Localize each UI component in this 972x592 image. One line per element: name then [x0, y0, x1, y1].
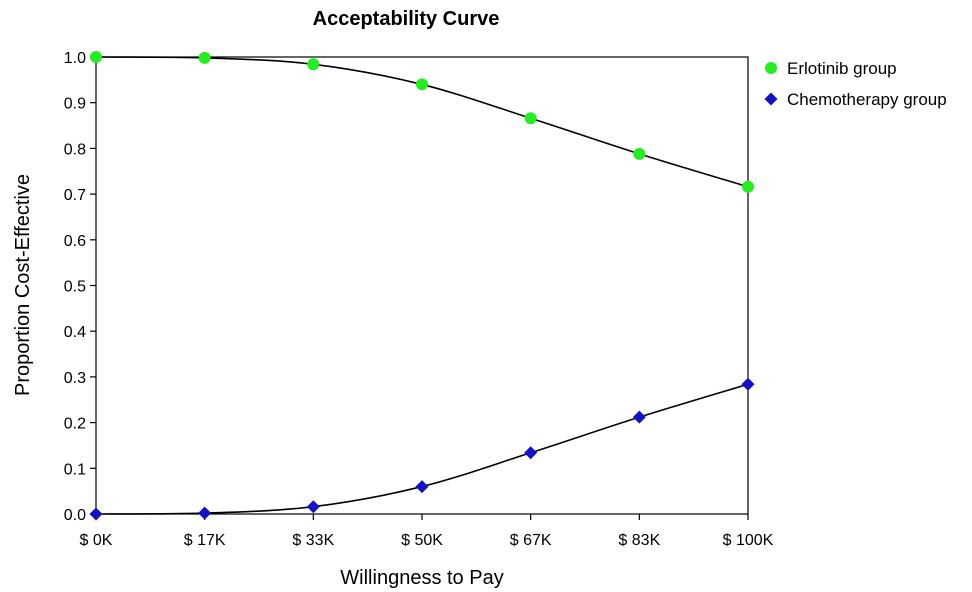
y-tick-label: 0.7	[64, 187, 86, 204]
y-tick-label: 0.5	[64, 279, 86, 296]
x-tick-label: $ 33K	[292, 532, 334, 549]
data-point-erlotinib-group	[633, 147, 646, 160]
y-axis-label: Proportion Cost-Effective	[12, 174, 34, 396]
x-tick-label: $ 17K	[184, 532, 226, 549]
y-tick-label: 0.0	[64, 507, 86, 524]
data-point-chemotherapy-group	[524, 446, 538, 460]
legend-item-chemotherapy-group: Chemotherapy group	[764, 90, 947, 109]
data-point-erlotinib-group	[524, 112, 537, 125]
x-axis-ticks: $ 0K $ 17K $ 33K $ 50K $ 67K $ 83K $ 100K	[80, 514, 774, 549]
series-erlotinib-group	[90, 51, 754, 193]
legend-marker-erlotinib-group	[765, 62, 777, 74]
data-point-chemotherapy-group	[741, 377, 755, 391]
y-tick-label: 0.8	[64, 141, 86, 158]
y-axis-ticks: 0.0 0.1 0.2 0.3 0.4 0.5 0.6 0.7 0.8 0.9 1.0	[64, 50, 96, 524]
series-layer	[89, 51, 755, 521]
chart-title: Acceptability Curve	[313, 8, 500, 30]
legend-label-erlotinib-group: Erlotinib group	[787, 59, 897, 78]
data-point-erlotinib-group	[198, 51, 211, 64]
x-tick-label: $ 100K	[723, 532, 774, 549]
y-tick-label: 0.1	[64, 461, 86, 478]
legend-marker-chemotherapy-group	[764, 92, 778, 106]
series-chemotherapy-group	[89, 377, 755, 521]
data-point-chemotherapy-group	[198, 506, 212, 520]
data-point-chemotherapy-group	[306, 500, 320, 514]
data-point-chemotherapy-group	[89, 507, 103, 521]
legend: Erlotinib group Chemotherapy group	[764, 59, 947, 109]
data-point-erlotinib-group	[307, 58, 320, 71]
data-point-erlotinib-group	[90, 51, 102, 63]
x-tick-label: $ 83K	[618, 532, 660, 549]
x-tick-label: $ 67K	[510, 532, 552, 549]
y-tick-label: 0.6	[64, 233, 86, 250]
data-point-erlotinib-group	[416, 78, 428, 91]
y-tick-label: 0.4	[64, 324, 86, 341]
y-tick-label: 0.9	[64, 96, 86, 113]
legend-label-chemotherapy-group: Chemotherapy group	[787, 90, 947, 109]
y-tick-label: 0.2	[64, 416, 86, 433]
x-tick-label: $ 50K	[401, 532, 443, 549]
data-point-chemotherapy-group	[632, 410, 646, 424]
x-axis-label: Willingness to Pay	[340, 567, 503, 589]
y-tick-label: 1.0	[64, 50, 86, 67]
data-point-chemotherapy-group	[415, 480, 429, 494]
data-point-erlotinib-group	[742, 180, 754, 193]
series-line-erlotinib-group	[95, 56, 749, 188]
legend-item-erlotinib-group: Erlotinib group	[765, 59, 897, 78]
series-line-chemotherapy-group	[95, 383, 749, 515]
y-tick-label: 0.3	[64, 370, 86, 387]
x-tick-label: $ 0K	[80, 532, 113, 549]
plot-area-frame	[95, 56, 749, 515]
